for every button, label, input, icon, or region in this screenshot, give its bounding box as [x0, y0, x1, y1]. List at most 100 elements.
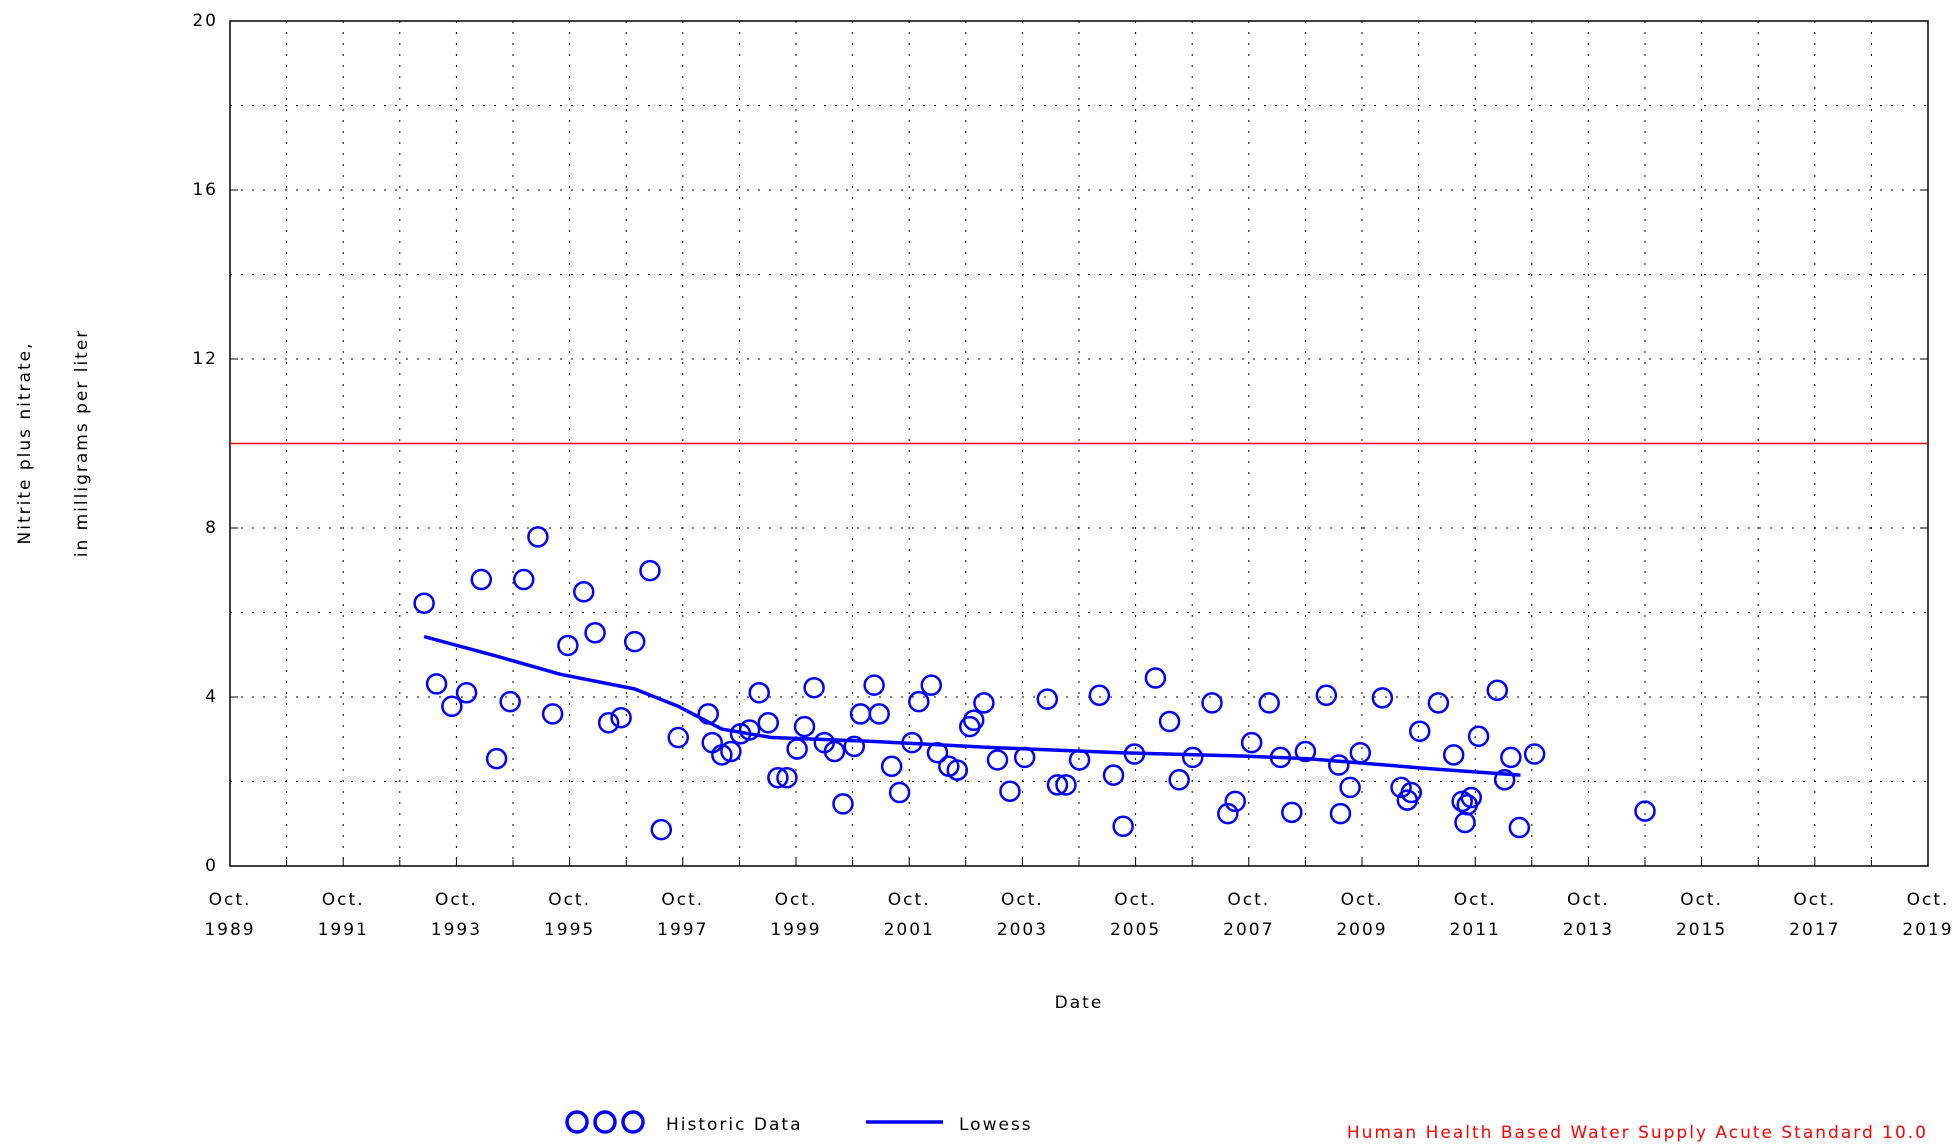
x-tick-label-line: Oct. — [1907, 890, 1950, 910]
x-tick-label-line: 1991 — [318, 920, 369, 940]
x-tick-label-line: 1989 — [204, 920, 255, 940]
data-point — [1339, 776, 1361, 799]
y-axis-label-line: in milligrams per liter — [72, 329, 92, 558]
x-tick-label-line: 1995 — [544, 920, 595, 940]
data-point — [1493, 769, 1516, 791]
x-tick-label: Oct. 2009 — [1336, 890, 1387, 940]
data-point — [1634, 800, 1656, 822]
data-point — [946, 759, 969, 781]
data-point — [499, 690, 521, 713]
data-point — [1408, 720, 1431, 742]
data-point — [1427, 692, 1450, 714]
data-point — [1371, 687, 1394, 709]
x-tick-label-line: 1997 — [657, 920, 708, 940]
x-tick-label: Oct. 2005 — [1110, 890, 1161, 940]
legend-symbol — [593, 1110, 617, 1134]
data-point — [748, 682, 770, 704]
data-point — [863, 674, 885, 696]
data-point — [1088, 684, 1111, 707]
data-point — [1281, 801, 1303, 824]
data-point — [776, 766, 798, 789]
x-tick-label-line: 2011 — [1450, 920, 1501, 940]
data-point — [1329, 802, 1352, 825]
x-tick-label-line: Oct. — [1680, 890, 1723, 910]
x-tick-label-line: 2015 — [1676, 920, 1727, 940]
data-point — [1315, 684, 1338, 707]
x-tick-label: Oct. 2017 — [1789, 890, 1840, 940]
data-point — [1102, 764, 1125, 786]
x-tick-label-line: Oct. — [1341, 890, 1384, 910]
data-point — [623, 630, 646, 653]
x-tick-label-line: Oct. — [1227, 890, 1270, 910]
x-tick-label-line: Oct. — [209, 890, 252, 910]
x-tick-label: Oct. 1991 — [318, 890, 369, 940]
y-tick-label: 8 — [205, 518, 218, 538]
data-point — [597, 712, 620, 734]
x-tick-label-line: Oct. — [1114, 890, 1157, 910]
data-point — [541, 703, 564, 725]
data-point — [868, 703, 890, 725]
data-point — [701, 731, 723, 754]
data-point — [999, 780, 1021, 802]
x-tick-label-line: Oct. — [1001, 890, 1044, 910]
x-tick-label: Oct. 1989 — [204, 890, 255, 940]
data-point — [667, 726, 690, 749]
data-point — [1467, 725, 1490, 748]
data-point — [1328, 754, 1350, 776]
data-point — [793, 715, 816, 738]
data-point — [738, 719, 761, 741]
legend-symbol — [565, 1110, 589, 1134]
x-tick-label: Oct. 2001 — [884, 890, 935, 940]
x-axis-label: Date — [1055, 993, 1104, 1013]
y-axis-label-line: Nitrite plus nitrate, — [15, 342, 35, 545]
x-tick-label-line: 2007 — [1223, 920, 1274, 940]
data-point — [1036, 688, 1059, 710]
legend-label: Lowess — [959, 1115, 1033, 1135]
data-point — [986, 749, 1009, 771]
x-tick-label-line: Oct. — [435, 890, 478, 910]
data-point — [1168, 769, 1190, 791]
x-tick-label: Oct. 1997 — [657, 890, 708, 940]
x-tick-label-line: 2017 — [1789, 920, 1840, 940]
data-point — [455, 682, 478, 704]
x-tick-label-line: 2003 — [997, 920, 1048, 940]
x-tick-label-line: Oct. — [1567, 890, 1610, 910]
data-point — [720, 740, 742, 763]
data-point — [413, 592, 435, 614]
data-point — [470, 568, 493, 591]
data-point — [1442, 744, 1465, 766]
standard-label: Human Health Based Water Supply Acute St… — [1347, 1123, 1928, 1143]
x-tick-label-line: Oct. — [1793, 890, 1836, 910]
data-point — [849, 703, 872, 725]
data-point — [962, 709, 985, 731]
y-tick-label: 4 — [205, 687, 218, 707]
data-point — [1240, 731, 1263, 754]
data-point — [803, 676, 825, 699]
x-tick-label-line: 2001 — [884, 920, 935, 940]
data-point — [823, 740, 846, 763]
legend-symbol — [621, 1110, 645, 1134]
data-point — [513, 568, 535, 591]
data-point — [1460, 786, 1482, 809]
legend-label: Historic Data — [666, 1115, 802, 1135]
data-point — [1486, 679, 1509, 701]
data-point — [920, 674, 943, 696]
data-point — [1523, 743, 1546, 765]
x-tick-label-line: Oct. — [548, 890, 591, 910]
data-point — [757, 712, 780, 734]
data-point — [1201, 692, 1223, 714]
x-tick-label-line: 2019 — [1902, 920, 1953, 940]
data-point — [908, 690, 930, 713]
data-point — [786, 738, 808, 760]
x-tick-label: Oct. 2007 — [1223, 890, 1274, 940]
data-point — [1349, 742, 1372, 764]
data-point — [573, 581, 595, 603]
data-point — [1046, 774, 1069, 796]
data-point — [767, 766, 789, 789]
data-point — [1112, 815, 1134, 838]
data-point — [557, 634, 579, 657]
x-tick-label-line: 2013 — [1563, 920, 1614, 940]
x-tick-label-line: 2009 — [1336, 920, 1387, 940]
data-point — [1217, 802, 1239, 825]
